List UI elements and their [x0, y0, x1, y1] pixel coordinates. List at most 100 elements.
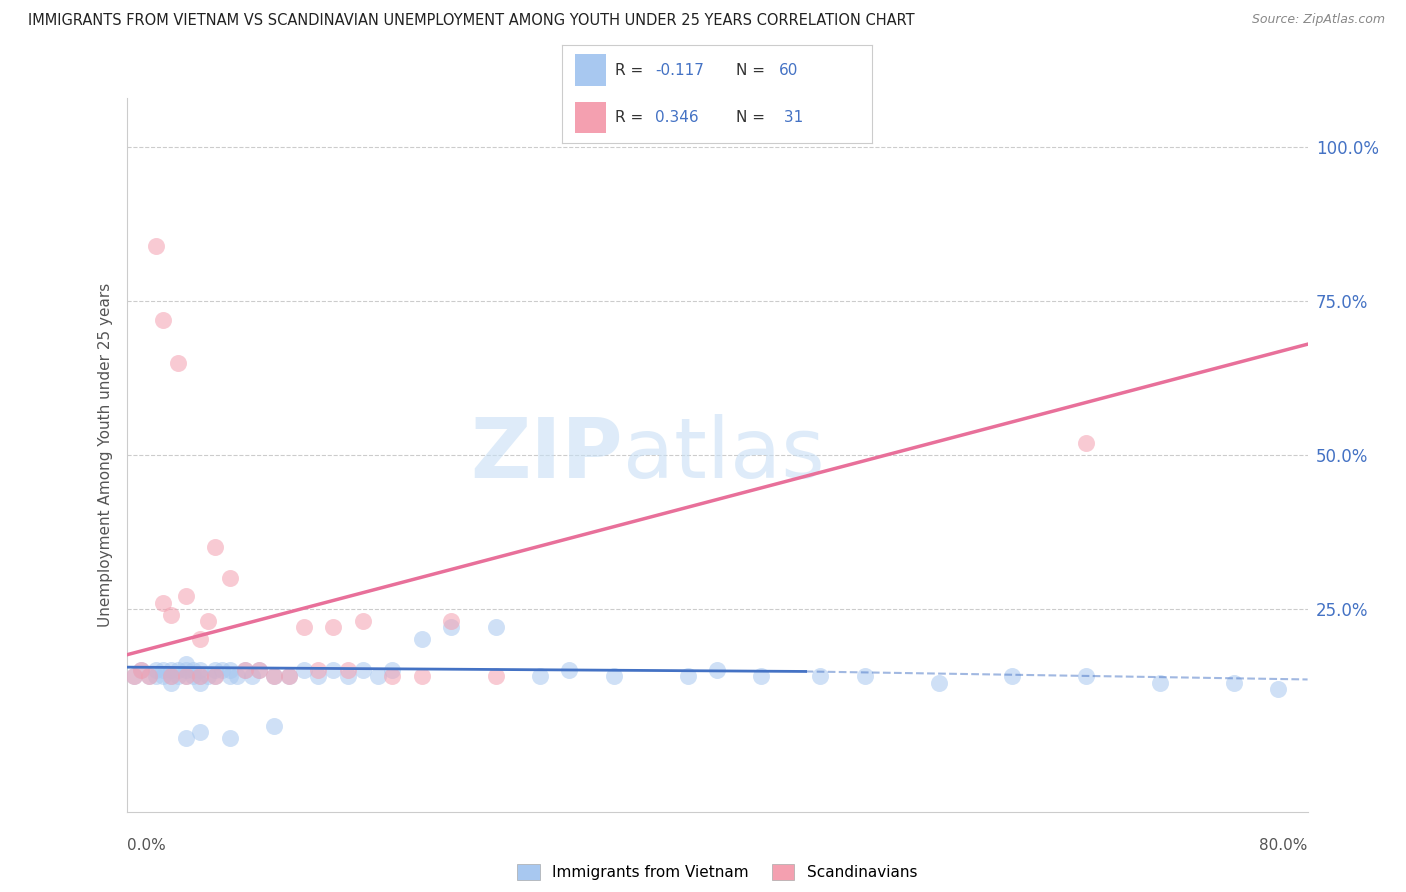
Point — [307, 669, 329, 683]
Point — [233, 663, 256, 677]
Point — [152, 669, 174, 683]
Point — [138, 669, 160, 683]
Point — [174, 669, 197, 683]
Point — [247, 663, 270, 677]
Point — [159, 669, 183, 683]
Point — [197, 614, 219, 628]
Text: 80.0%: 80.0% — [1260, 838, 1308, 854]
Point — [322, 663, 344, 677]
Text: 0.0%: 0.0% — [127, 838, 166, 854]
Point — [174, 657, 197, 671]
Point — [484, 620, 508, 634]
Point — [174, 669, 197, 683]
Point — [219, 669, 242, 683]
Legend: Immigrants from Vietnam, Scandinavians: Immigrants from Vietnam, Scandinavians — [510, 858, 924, 886]
Point — [263, 669, 285, 683]
Point — [853, 669, 876, 683]
Text: R =: R = — [614, 62, 648, 78]
Point — [204, 669, 226, 683]
Text: IMMIGRANTS FROM VIETNAM VS SCANDINAVIAN UNEMPLOYMENT AMONG YOUTH UNDER 25 YEARS : IMMIGRANTS FROM VIETNAM VS SCANDINAVIAN … — [28, 13, 915, 29]
Text: -0.117: -0.117 — [655, 62, 704, 78]
Point — [159, 675, 183, 690]
Point — [167, 356, 190, 370]
Point — [928, 675, 950, 690]
Point — [411, 669, 433, 683]
Point — [145, 239, 167, 253]
Point — [219, 731, 242, 745]
Point — [603, 669, 626, 683]
Text: atlas: atlas — [623, 415, 824, 495]
Point — [307, 663, 329, 677]
Point — [211, 663, 233, 677]
Point — [204, 663, 226, 677]
Point — [278, 669, 301, 683]
Point — [197, 669, 219, 683]
Point — [366, 669, 388, 683]
Point — [219, 663, 242, 677]
Text: ZIP: ZIP — [470, 415, 623, 495]
Text: N =: N = — [735, 62, 769, 78]
Point — [484, 669, 508, 683]
Point — [167, 669, 190, 683]
FancyBboxPatch shape — [575, 54, 606, 86]
Point — [1267, 681, 1289, 696]
Point — [129, 663, 153, 677]
Point — [181, 669, 204, 683]
Point — [440, 620, 463, 634]
Point — [529, 669, 551, 683]
Point — [381, 669, 404, 683]
Point — [174, 590, 197, 604]
Point — [352, 663, 374, 677]
Point — [152, 312, 174, 326]
Point — [129, 663, 153, 677]
Point — [292, 620, 315, 634]
Point — [233, 663, 256, 677]
Point — [263, 669, 285, 683]
Point — [219, 571, 242, 585]
Point — [188, 663, 211, 677]
Text: N =: N = — [735, 110, 769, 125]
Point — [240, 669, 263, 683]
Point — [263, 718, 285, 732]
Point — [411, 632, 433, 647]
Point — [1001, 669, 1024, 683]
Text: 31: 31 — [779, 110, 803, 125]
Point — [167, 663, 190, 677]
Point — [676, 669, 699, 683]
Point — [188, 669, 211, 683]
Point — [352, 614, 374, 628]
Point — [337, 663, 360, 677]
Point — [247, 663, 270, 677]
Point — [122, 669, 145, 683]
Point — [145, 663, 167, 677]
Point — [292, 663, 315, 677]
Text: 0.346: 0.346 — [655, 110, 699, 125]
Point — [204, 669, 226, 683]
Point — [188, 632, 211, 647]
Point — [381, 663, 404, 677]
Point — [751, 669, 773, 683]
Point — [138, 669, 160, 683]
Point — [440, 614, 463, 628]
Text: 60: 60 — [779, 62, 799, 78]
Point — [204, 540, 226, 554]
Y-axis label: Unemployment Among Youth under 25 years: Unemployment Among Youth under 25 years — [98, 283, 114, 627]
Text: Source: ZipAtlas.com: Source: ZipAtlas.com — [1251, 13, 1385, 27]
Point — [337, 669, 360, 683]
Point — [558, 663, 581, 677]
Point — [322, 620, 344, 634]
Point — [188, 669, 211, 683]
Point — [810, 669, 832, 683]
Point — [159, 663, 183, 677]
Point — [152, 596, 174, 610]
FancyBboxPatch shape — [575, 102, 606, 133]
Point — [1149, 675, 1171, 690]
Point — [1076, 669, 1098, 683]
Point — [122, 669, 145, 683]
Point — [145, 669, 167, 683]
Point — [181, 663, 204, 677]
Point — [278, 669, 301, 683]
Point — [706, 663, 728, 677]
Point — [159, 669, 183, 683]
Point — [1222, 675, 1246, 690]
